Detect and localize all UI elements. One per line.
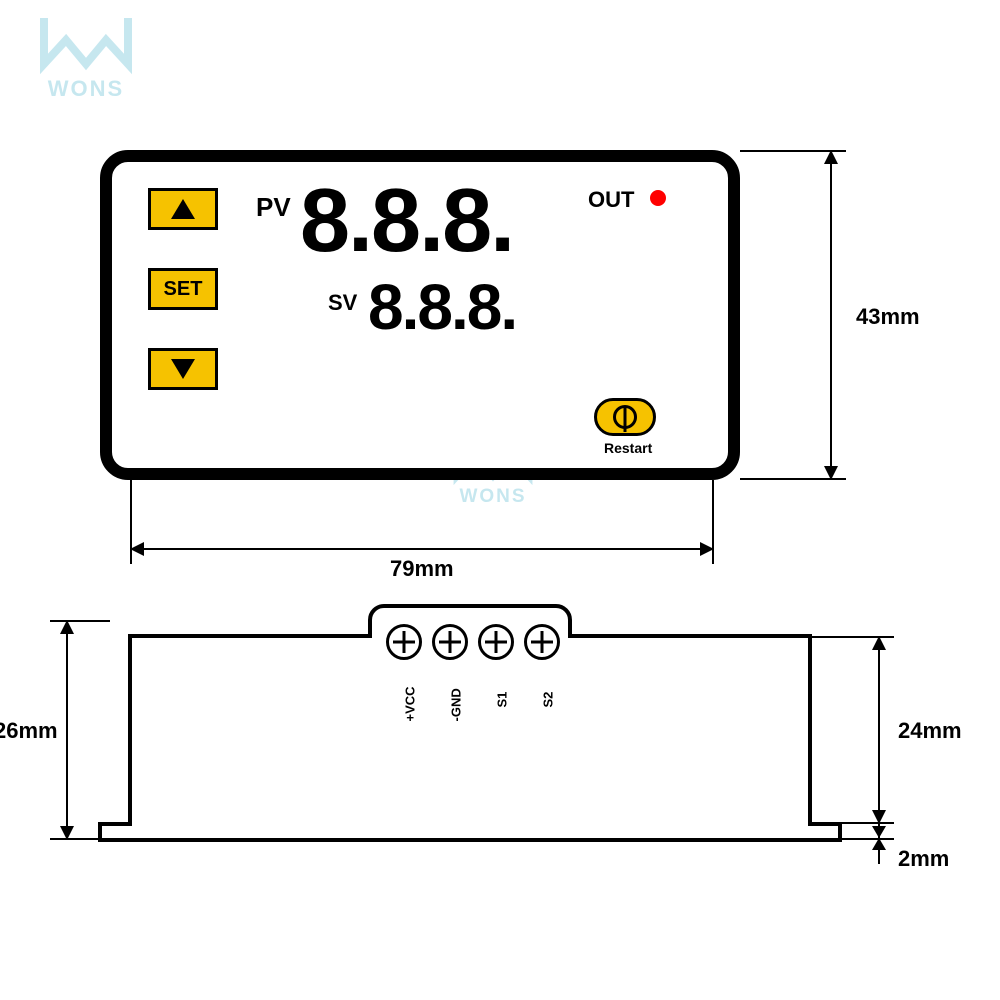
arrow-icon — [872, 810, 886, 824]
arrow-icon — [60, 826, 74, 840]
term-label-s2: S2 — [541, 692, 556, 708]
dim-line-24 — [878, 636, 880, 824]
arrow-icon — [872, 838, 886, 850]
dim-tick — [50, 838, 110, 840]
side-view — [0, 0, 1000, 1000]
dim-tick — [50, 620, 110, 622]
dim-24-label: 24mm — [898, 718, 962, 744]
dim-2-label: 2mm — [898, 846, 949, 872]
arrow-icon — [872, 826, 886, 838]
terminal-gnd — [432, 624, 468, 660]
term-label-vcc: +VCC — [403, 686, 418, 721]
term-label-s1: S1 — [495, 692, 510, 708]
terminal-s2 — [524, 624, 560, 660]
terminal-s1 — [478, 624, 514, 660]
arrow-icon — [60, 620, 74, 634]
arrow-icon — [872, 636, 886, 650]
dim-26-label: 26mm — [0, 718, 58, 744]
terminal-vcc — [386, 624, 422, 660]
term-label-gnd: -GND — [449, 688, 464, 721]
dim-line-26 — [66, 620, 68, 840]
